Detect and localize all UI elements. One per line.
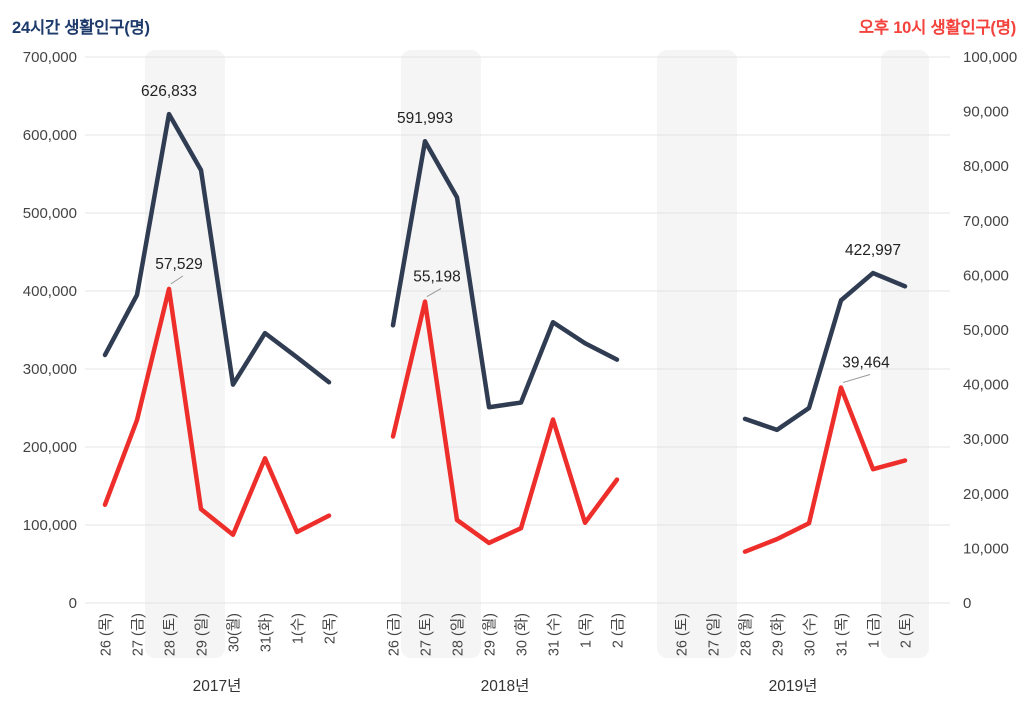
x-axis-date-label: 2 (토): [899, 613, 915, 648]
x-axis-date-label: 29 (월): [482, 613, 499, 656]
x-axis-date-label: 30(월): [226, 613, 243, 652]
right-axis-tick-label: 80,000: [963, 158, 1009, 175]
x-axis-date-label: 29 (일): [194, 613, 211, 656]
left-axis-title: 24시간 생활인구(명): [12, 19, 150, 37]
data-point-annotation: 591,993: [397, 110, 453, 127]
year-label: 2018년: [481, 677, 530, 695]
x-axis-date-label: 27 (토): [419, 613, 435, 656]
left-axis-tick-label: 600,000: [23, 127, 77, 144]
x-axis-date-label: 29 (화): [770, 613, 787, 656]
navy-series-line: [742, 270, 908, 433]
data-point-annotation: 57,529: [155, 256, 202, 273]
left-axis-tick-label: 500,000: [23, 205, 77, 222]
x-axis-date-label: 2(목): [323, 613, 339, 644]
weekend-band: [881, 50, 929, 658]
red-series-line: [742, 385, 908, 554]
navy-series-line: [102, 111, 332, 387]
x-axis-date-label: 30 (수): [802, 613, 819, 656]
year-label: 2019년: [769, 677, 818, 695]
x-axis-date-label: 27 (일): [706, 613, 723, 656]
right-axis-tick-label: 20,000: [963, 486, 1009, 503]
right-axis-tick-label: 0: [963, 595, 971, 612]
x-axis-date-label: 26 (목): [99, 613, 115, 656]
right-axis-tick-label: 60,000: [963, 267, 1009, 284]
right-axis-tick-label: 90,000: [963, 104, 1009, 121]
red-series-line: [390, 299, 620, 546]
navy-series-line: [390, 138, 620, 410]
x-axis-date-label: 31(화): [258, 613, 275, 652]
weekend-band: [401, 50, 481, 658]
weekend-band: [657, 50, 737, 658]
x-axis-date-label: 31 (목): [835, 613, 851, 656]
left-axis-tick-label: 700,000: [23, 49, 77, 66]
annotation-leader-line: [842, 374, 871, 384]
left-axis-tick-label: 400,000: [23, 283, 77, 300]
right-axis-tick-label: 70,000: [963, 213, 1009, 230]
x-axis-date-label: 26 (금): [387, 613, 403, 656]
data-point-annotation: 39,464: [842, 355, 890, 372]
year-label: 2017년: [193, 677, 242, 695]
annotation-leader-line: [426, 288, 442, 298]
x-axis-date-label: 2 (금): [611, 613, 627, 648]
x-axis-date-label: 1(수): [290, 613, 307, 644]
right-axis-tick-label: 40,000: [963, 377, 1009, 394]
right-axis-tick-label: 10,000: [963, 540, 1009, 557]
left-axis-tick-label: 300,000: [23, 361, 77, 378]
x-axis-date-label: 27 (금): [131, 613, 147, 656]
x-axis-date-label: 28 (토): [163, 613, 179, 656]
left-axis-tick-label: 0: [69, 595, 77, 612]
x-axis-date-label: 1 (금): [867, 613, 883, 648]
red-series-line: [102, 286, 332, 537]
x-axis-date-label: 26 (토): [675, 613, 691, 656]
right-axis-tick-label: 100,000: [963, 49, 1017, 66]
right-axis-title: 오후 10시 생활인구(명): [858, 19, 1016, 37]
left-axis-tick-label: 100,000: [23, 517, 77, 534]
data-point-annotation: 626,833: [141, 83, 197, 100]
right-axis-tick-label: 50,000: [963, 322, 1009, 339]
right-axis-tick-label: 30,000: [963, 431, 1009, 448]
data-point-annotation: 422,997: [845, 242, 901, 259]
annotation-leader-line: [170, 275, 184, 285]
x-axis-date-label: 30 (화): [514, 613, 531, 656]
x-axis-date-label: 28 (월): [738, 613, 755, 656]
left-axis-tick-label: 200,000: [23, 439, 77, 456]
data-point-annotation: 55,198: [413, 269, 460, 286]
x-axis-date-label: 1 (목): [579, 613, 595, 648]
x-axis-date-label: 28 (일): [450, 613, 467, 656]
x-axis-date-label: 31 (수): [546, 613, 563, 656]
